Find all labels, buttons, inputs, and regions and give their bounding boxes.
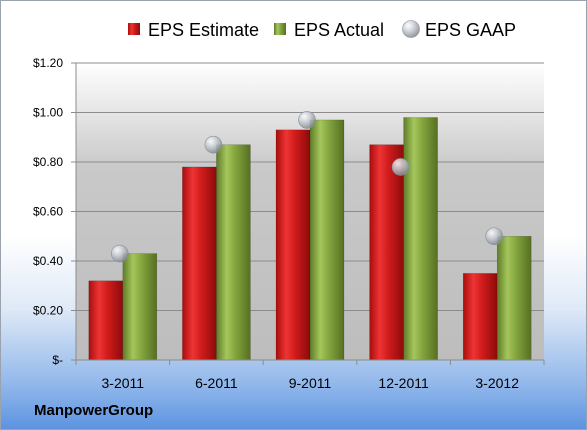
eps-gaap-point: [485, 227, 504, 246]
company-name: ManpowerGroup: [34, 402, 154, 419]
x-tick-label: 3-2012: [475, 375, 519, 391]
eps-estimate-bar: [182, 166, 217, 361]
eps-estimate-bar: [369, 144, 404, 361]
eps-gaap-point: [204, 135, 223, 154]
bars: [88, 117, 532, 361]
eps-actual-bar: [403, 117, 438, 361]
x-tick-label: 12-2011: [378, 375, 429, 391]
legend-gaap-label: EPS GAAP: [425, 20, 516, 40]
legend-estimate-label: EPS Estimate: [148, 20, 259, 40]
eps-actual-bar: [216, 144, 251, 361]
eps-estimate-bar: [462, 273, 498, 361]
y-tick-label: $-: [52, 353, 63, 367]
legend-actual-swatch: [274, 23, 286, 35]
y-tick-label: $0.20: [33, 304, 63, 318]
x-axis: 3-2011 6-2011 9-2011 12-2011 3-2012: [75, 359, 545, 391]
eps-gaap-point: [298, 111, 316, 129]
eps-gaap-point: [391, 158, 410, 176]
y-tick-label: $1.20: [33, 56, 63, 70]
eps-gaap-point: [111, 244, 129, 263]
legend-gaap-swatch: [402, 20, 420, 38]
y-tick-label: $0.40: [33, 254, 63, 268]
eps-estimate-bar: [88, 280, 124, 361]
x-tick-label: 3-2011: [102, 375, 145, 391]
gaap-points: [111, 111, 504, 263]
y-tick-label: $0.80: [33, 155, 63, 169]
y-tick-label: $0.60: [33, 205, 63, 219]
y-axis: $- $0.20 $0.40 $0.60 $0.80 $1.00 $1.20: [33, 56, 77, 367]
y-tick-label: $1.00: [33, 106, 63, 120]
eps-actual-bar: [309, 119, 345, 361]
eps-actual-bar: [122, 253, 158, 361]
legend-estimate-swatch: [128, 23, 140, 35]
legend-actual-label: EPS Actual: [294, 20, 384, 40]
eps-estimate-bar: [275, 129, 311, 361]
eps-actual-bar: [496, 236, 532, 361]
x-tick-label: 6-2011: [195, 375, 238, 391]
x-tick-label: 9-2011: [289, 375, 332, 391]
chart-legend: EPS Estimate EPS Actual EPS GAAP: [128, 20, 516, 40]
